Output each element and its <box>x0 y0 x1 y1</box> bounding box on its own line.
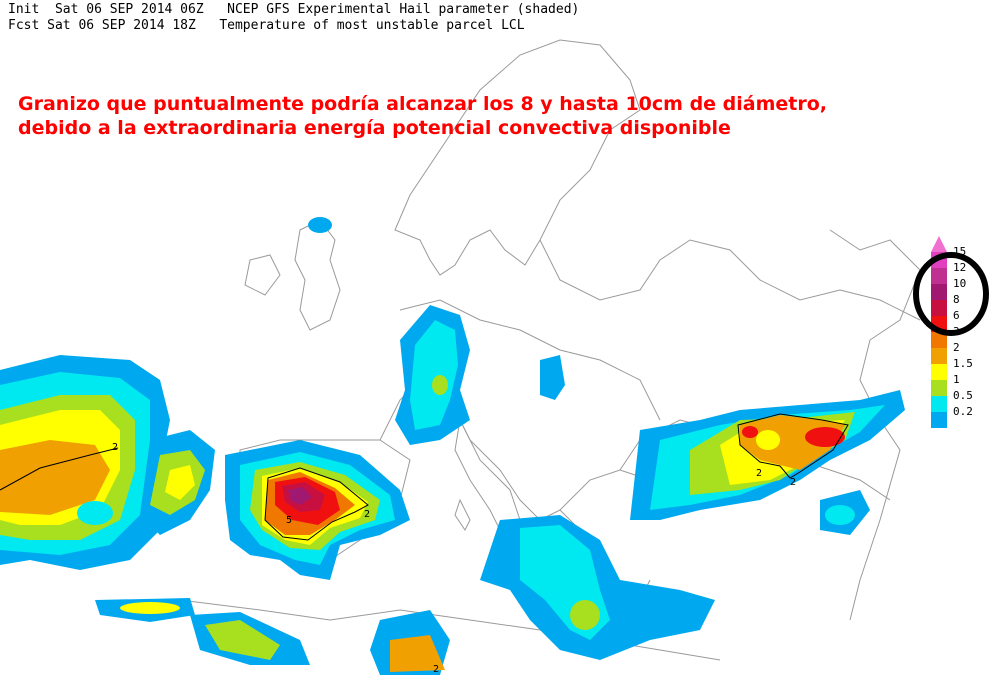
annotation-line: debido a la extraordinaria energía poten… <box>18 117 731 139</box>
contour-label: 2 <box>364 509 370 520</box>
legend-swatch <box>931 300 947 316</box>
contour-label: 5 <box>286 515 292 526</box>
legend-label: 2 <box>953 341 960 354</box>
legend-swatch <box>931 284 947 300</box>
legend-label: 1 <box>953 373 960 386</box>
legend-swatch <box>931 396 947 412</box>
contours <box>0 413 849 541</box>
contour-label: 2 <box>756 468 762 479</box>
legend-triangle <box>931 236 947 252</box>
header-line: Fcst Sat 06 SEP 2014 18Z Temperature of … <box>8 18 525 33</box>
legend-label: 0.2 <box>953 405 973 418</box>
legend-label: 1.5 <box>953 357 973 370</box>
legend-label: 10 <box>953 277 966 290</box>
contour-label: 2 <box>112 442 118 453</box>
highlight-circle <box>913 252 989 336</box>
legend-swatch <box>931 364 947 380</box>
annotation-line: Granizo que puntualmente podría alcanzar… <box>18 93 827 115</box>
hail-field <box>0 217 905 675</box>
header-line: Init Sat 06 SEP 2014 06Z NCEP GFS Experi… <box>8 2 579 17</box>
legend-swatch <box>931 332 947 348</box>
contour-label: 2 <box>433 664 439 675</box>
legend-swatch <box>931 268 947 284</box>
legend-label: 0.5 <box>953 389 973 402</box>
legend-swatch <box>931 380 947 396</box>
legend-swatch <box>931 348 947 364</box>
contour-label: 2 <box>790 477 796 488</box>
legend-label: 6 <box>953 309 960 322</box>
legend-label: 12 <box>953 261 966 274</box>
legend-label: 8 <box>953 293 960 306</box>
legend-swatch <box>931 412 947 428</box>
